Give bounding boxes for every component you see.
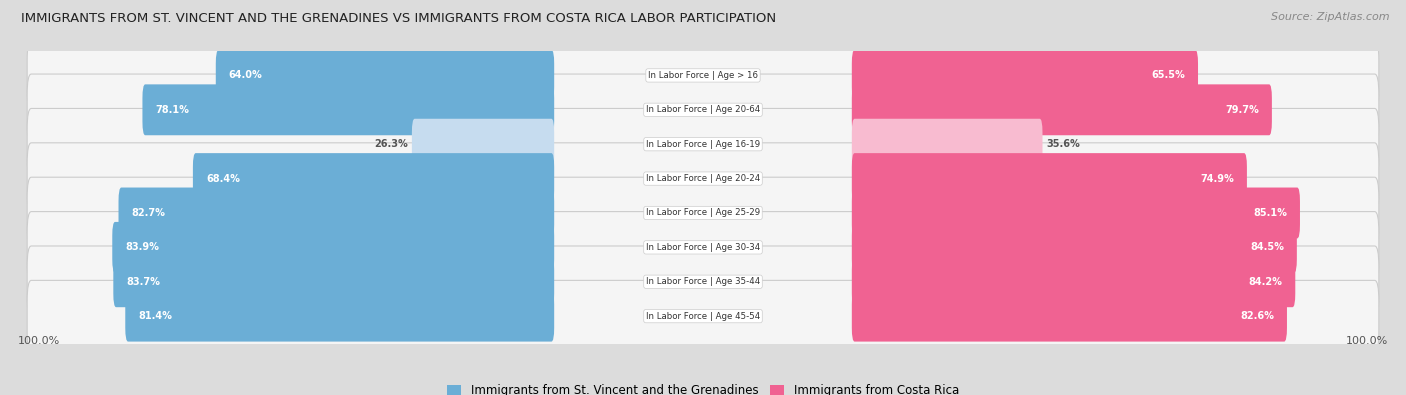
FancyBboxPatch shape	[112, 222, 554, 273]
Text: In Labor Force | Age 45-54: In Labor Force | Age 45-54	[645, 312, 761, 321]
FancyBboxPatch shape	[125, 291, 554, 342]
Text: 82.7%: 82.7%	[132, 208, 166, 218]
Text: 68.4%: 68.4%	[207, 173, 240, 184]
Text: 100.0%: 100.0%	[1347, 336, 1389, 346]
FancyBboxPatch shape	[852, 153, 1247, 204]
FancyBboxPatch shape	[852, 256, 1295, 307]
Text: 26.3%: 26.3%	[374, 139, 408, 149]
Text: In Labor Force | Age 25-29: In Labor Force | Age 25-29	[645, 209, 761, 218]
Text: 64.0%: 64.0%	[229, 70, 263, 81]
Legend: Immigrants from St. Vincent and the Grenadines, Immigrants from Costa Rica: Immigrants from St. Vincent and the Gren…	[443, 380, 963, 395]
Text: IMMIGRANTS FROM ST. VINCENT AND THE GRENADINES VS IMMIGRANTS FROM COSTA RICA LAB: IMMIGRANTS FROM ST. VINCENT AND THE GREN…	[21, 12, 776, 25]
Text: In Labor Force | Age 20-24: In Labor Force | Age 20-24	[645, 174, 761, 183]
Text: 83.7%: 83.7%	[127, 277, 160, 287]
FancyBboxPatch shape	[114, 256, 554, 307]
FancyBboxPatch shape	[27, 177, 1379, 249]
FancyBboxPatch shape	[852, 188, 1301, 239]
Text: In Labor Force | Age 16-19: In Labor Force | Age 16-19	[645, 140, 761, 149]
Text: 74.9%: 74.9%	[1201, 173, 1234, 184]
FancyBboxPatch shape	[142, 85, 554, 135]
Text: 78.1%: 78.1%	[156, 105, 190, 115]
FancyBboxPatch shape	[412, 119, 554, 169]
Text: 84.2%: 84.2%	[1249, 277, 1282, 287]
Text: 83.9%: 83.9%	[125, 243, 159, 252]
Text: In Labor Force | Age > 16: In Labor Force | Age > 16	[648, 71, 758, 80]
Text: 65.5%: 65.5%	[1152, 70, 1185, 81]
Text: 82.6%: 82.6%	[1240, 311, 1274, 321]
Text: 84.5%: 84.5%	[1250, 243, 1284, 252]
Text: 35.6%: 35.6%	[1046, 139, 1080, 149]
FancyBboxPatch shape	[852, 222, 1296, 273]
FancyBboxPatch shape	[27, 143, 1379, 214]
FancyBboxPatch shape	[852, 50, 1198, 101]
Text: Source: ZipAtlas.com: Source: ZipAtlas.com	[1271, 12, 1389, 22]
Text: In Labor Force | Age 20-64: In Labor Force | Age 20-64	[645, 105, 761, 114]
FancyBboxPatch shape	[118, 188, 554, 239]
FancyBboxPatch shape	[27, 74, 1379, 146]
Text: In Labor Force | Age 35-44: In Labor Force | Age 35-44	[645, 277, 761, 286]
FancyBboxPatch shape	[215, 50, 554, 101]
FancyBboxPatch shape	[852, 291, 1286, 342]
Text: 79.7%: 79.7%	[1225, 105, 1258, 115]
Text: 85.1%: 85.1%	[1253, 208, 1286, 218]
FancyBboxPatch shape	[27, 109, 1379, 180]
FancyBboxPatch shape	[852, 85, 1272, 135]
FancyBboxPatch shape	[27, 40, 1379, 111]
FancyBboxPatch shape	[852, 119, 1042, 169]
FancyBboxPatch shape	[193, 153, 554, 204]
FancyBboxPatch shape	[27, 280, 1379, 352]
Text: In Labor Force | Age 30-34: In Labor Force | Age 30-34	[645, 243, 761, 252]
FancyBboxPatch shape	[27, 212, 1379, 283]
FancyBboxPatch shape	[27, 246, 1379, 318]
Text: 100.0%: 100.0%	[17, 336, 59, 346]
Text: 81.4%: 81.4%	[138, 311, 173, 321]
